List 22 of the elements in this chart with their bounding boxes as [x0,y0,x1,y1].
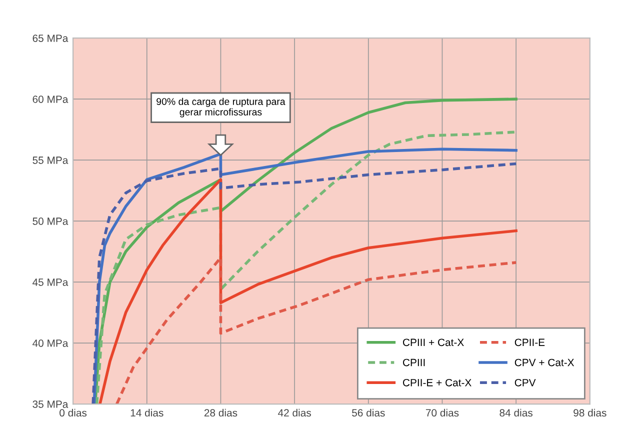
x-tick-label: 70 dias [426,408,459,417]
x-tick-label: 98 dias [574,408,606,417]
x-tick-label: 28 dias [204,408,238,417]
legend-label: CPIII + Cat-X [403,338,464,346]
y-tick-label: 45 MPa [32,278,68,286]
annotation: 90% da carga de ruptura para gerar microfissuras [156,98,286,118]
legend-label: CPII-E [514,338,545,346]
legend-label: CPV [514,378,536,386]
x-tick-label: 14 dias [130,408,164,417]
x-tick-label: 0 dias [60,408,87,417]
x-tick-label: 84 dias [500,408,532,417]
y-tick-label: 55 MPa [32,156,68,164]
y-tick-label: 35 MPa [32,400,68,408]
legend-label: CPV + Cat-X [514,358,574,366]
y-tick-label: 60 MPa [32,96,68,103]
legend-label: CPII-E + Cat-X [403,378,472,386]
y-tick-label: 65 MPa [32,34,68,42]
legend-label: CPIII [403,358,425,366]
y-tick-label: 50 MPa [32,218,68,225]
y-tick-label: 40 MPa [32,340,68,347]
x-tick-label: 56 dias [352,408,385,417]
x-tick-label: 42 dias [278,408,311,417]
